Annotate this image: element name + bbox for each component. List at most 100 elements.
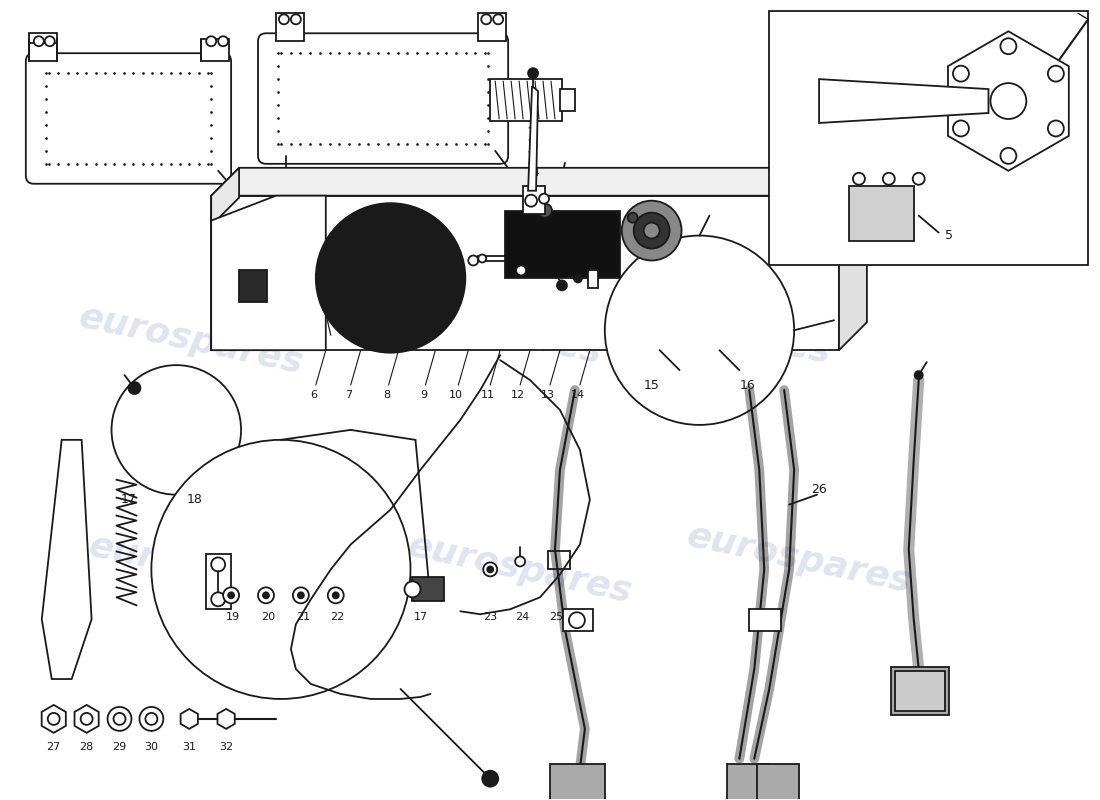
Text: 13: 13 — [541, 390, 556, 400]
Circle shape — [449, 262, 462, 275]
Polygon shape — [42, 440, 91, 679]
Circle shape — [1048, 66, 1064, 82]
Circle shape — [211, 558, 226, 571]
Text: eurospares: eurospares — [86, 529, 317, 610]
Bar — [749, 610, 781, 631]
Bar — [757, 764, 799, 800]
Circle shape — [913, 173, 925, 185]
Bar — [29, 34, 57, 43]
Circle shape — [298, 592, 304, 598]
Polygon shape — [211, 196, 326, 350]
Text: 21: 21 — [296, 612, 310, 622]
Circle shape — [569, 612, 585, 628]
Circle shape — [1000, 148, 1016, 164]
Circle shape — [223, 587, 239, 603]
Bar — [491, 79, 562, 121]
Text: 8: 8 — [383, 390, 390, 400]
Bar — [560, 89, 575, 111]
Bar — [894, 671, 945, 711]
Text: 2: 2 — [282, 194, 290, 207]
Text: 32: 32 — [219, 742, 233, 752]
Bar — [891, 667, 948, 715]
Polygon shape — [42, 705, 66, 733]
Circle shape — [469, 255, 478, 266]
Text: 25: 25 — [549, 612, 563, 622]
Circle shape — [279, 14, 289, 24]
Circle shape — [493, 14, 503, 24]
Text: eurospares: eurospares — [76, 300, 307, 381]
Circle shape — [108, 707, 132, 731]
Circle shape — [483, 562, 497, 576]
Polygon shape — [839, 168, 867, 350]
Circle shape — [333, 592, 339, 598]
Bar — [505, 210, 619, 278]
Bar — [550, 764, 605, 800]
Bar — [563, 610, 593, 631]
FancyBboxPatch shape — [258, 34, 508, 164]
Text: 24: 24 — [515, 612, 529, 622]
Circle shape — [557, 281, 566, 290]
Bar — [211, 196, 839, 350]
Circle shape — [145, 713, 157, 725]
Text: 26: 26 — [811, 483, 827, 496]
Circle shape — [211, 592, 226, 606]
Circle shape — [218, 36, 228, 46]
Circle shape — [478, 254, 486, 262]
Circle shape — [405, 582, 420, 598]
Polygon shape — [820, 79, 989, 123]
Text: 20: 20 — [261, 612, 275, 622]
Circle shape — [621, 201, 682, 261]
Bar — [587, 270, 597, 288]
Circle shape — [525, 194, 537, 206]
Text: 29: 29 — [112, 742, 126, 752]
Text: 22: 22 — [331, 612, 345, 622]
Text: 6: 6 — [310, 390, 317, 400]
Circle shape — [539, 194, 549, 204]
Circle shape — [290, 14, 301, 24]
Text: 4: 4 — [531, 166, 539, 179]
Bar — [239, 270, 267, 302]
Circle shape — [258, 587, 274, 603]
Text: 9: 9 — [420, 390, 427, 400]
Circle shape — [634, 213, 670, 249]
Bar — [478, 255, 506, 262]
Circle shape — [34, 36, 44, 46]
Circle shape — [140, 707, 163, 731]
Text: eurospares: eurospares — [375, 290, 606, 370]
Text: 3: 3 — [531, 191, 539, 204]
Circle shape — [516, 266, 526, 275]
Text: 30: 30 — [144, 742, 158, 752]
Circle shape — [628, 213, 638, 222]
Circle shape — [990, 83, 1026, 119]
Text: 5: 5 — [945, 229, 953, 242]
Bar — [727, 764, 769, 800]
Circle shape — [45, 36, 55, 46]
Text: 12: 12 — [512, 390, 525, 400]
Circle shape — [316, 203, 465, 353]
Polygon shape — [218, 709, 234, 729]
Circle shape — [953, 121, 969, 137]
Bar — [524, 186, 544, 214]
Circle shape — [481, 14, 492, 24]
Text: 19: 19 — [226, 612, 240, 622]
Bar — [478, 14, 506, 42]
Bar — [29, 39, 57, 61]
Circle shape — [47, 713, 59, 725]
Circle shape — [228, 592, 234, 598]
FancyBboxPatch shape — [25, 54, 231, 184]
Polygon shape — [528, 86, 538, 190]
Circle shape — [487, 566, 493, 572]
Circle shape — [915, 371, 923, 379]
Bar — [201, 39, 229, 61]
Polygon shape — [948, 31, 1069, 170]
Circle shape — [328, 587, 343, 603]
Bar — [412, 578, 444, 602]
Circle shape — [538, 204, 552, 218]
Text: eurospares: eurospares — [604, 290, 835, 370]
Bar — [769, 11, 1088, 266]
Text: eurospares: eurospares — [405, 529, 636, 610]
Circle shape — [129, 382, 141, 394]
Bar — [548, 551, 570, 570]
Circle shape — [113, 713, 125, 725]
Circle shape — [452, 266, 459, 271]
